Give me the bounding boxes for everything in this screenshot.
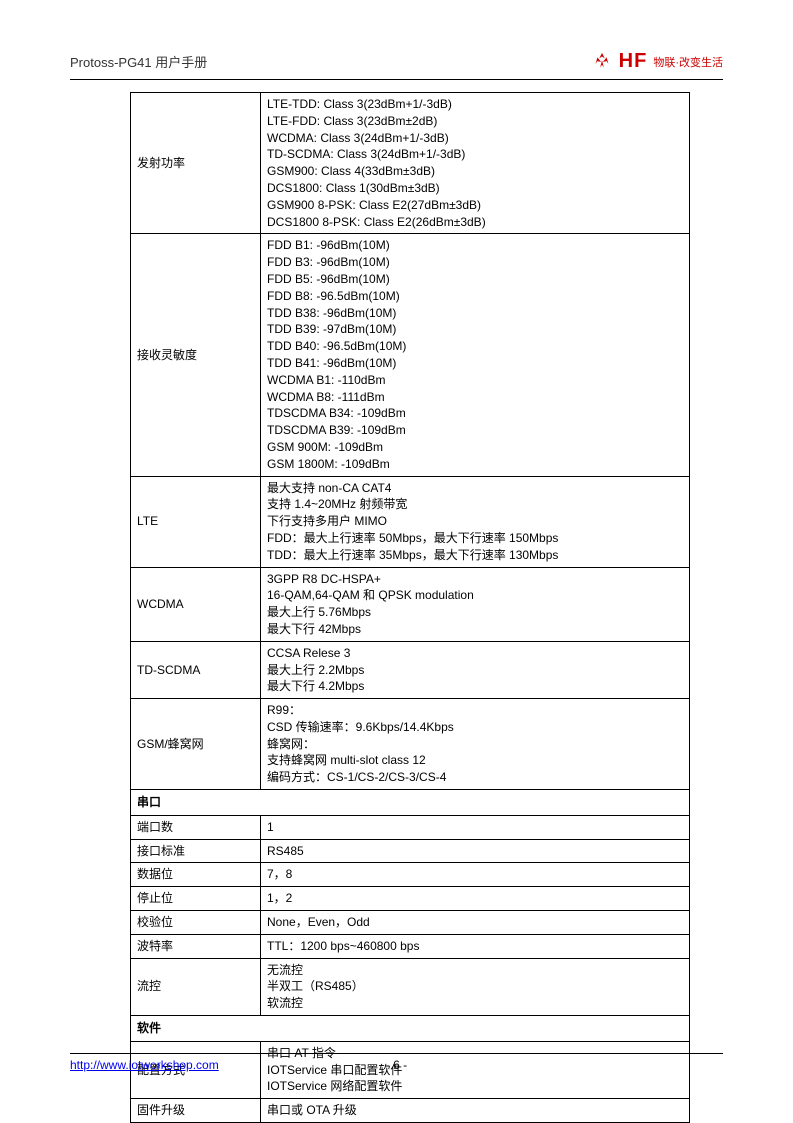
logo: HF 物联·改变生活: [591, 50, 723, 73]
spec-label: 固件升级: [131, 1099, 261, 1123]
spec-value: None，Even，Odd: [261, 911, 690, 935]
table-row: 停止位1，2: [131, 887, 690, 911]
spec-value: LTE-TDD: Class 3(23dBm+1/-3dB) LTE-FDD: …: [261, 93, 690, 234]
spec-label: 校验位: [131, 911, 261, 935]
table-row: 软件: [131, 1016, 690, 1042]
spec-value: R99： CSD 传输速率：9.6Kbps/14.4Kbps 蜂窝网： 支持蜂窝…: [261, 699, 690, 790]
table-row: GSM/蜂窝网R99： CSD 传输速率：9.6Kbps/14.4Kbps 蜂窝…: [131, 699, 690, 790]
spec-label: WCDMA: [131, 567, 261, 641]
page-header: Protoss-PG41 用户手册 HF 物联·改变生活: [70, 50, 723, 80]
table-row: 波特率TTL：1200 bps~460800 bps: [131, 934, 690, 958]
spec-label: 接收灵敏度: [131, 234, 261, 476]
spec-label: 发射功率: [131, 93, 261, 234]
spec-label: 波特率: [131, 934, 261, 958]
table-row: 端口数1: [131, 815, 690, 839]
spec-table: 发射功率LTE-TDD: Class 3(23dBm+1/-3dB) LTE-F…: [130, 92, 690, 1123]
spec-value: 最大支持 non-CA CAT4 支持 1.4~20MHz 射频带宽 下行支持多…: [261, 476, 690, 567]
section-header-cell: 软件: [131, 1016, 690, 1042]
logo-tagline: 物联·改变生活: [653, 54, 723, 70]
page-number: - 6 -: [386, 1058, 407, 1072]
spec-label: 流控: [131, 958, 261, 1015]
spec-value: 1，2: [261, 887, 690, 911]
spec-value: 3GPP R8 DC-HSPA+ 16-QAM,64-QAM 和 QPSK mo…: [261, 567, 690, 641]
spec-value: FDD B1: -96dBm(10M) FDD B3: -96dBm(10M) …: [261, 234, 690, 476]
spec-label: 停止位: [131, 887, 261, 911]
spec-value: RS485: [261, 839, 690, 863]
table-row: 数据位7，8: [131, 863, 690, 887]
document-title: Protoss-PG41 用户手册: [70, 52, 207, 71]
logo-text: HF: [619, 50, 648, 73]
spec-value: TTL：1200 bps~460800 bps: [261, 934, 690, 958]
spec-value: CCSA Relese 3 最大上行 2.2Mbps 最大下行 4.2Mbps: [261, 641, 690, 698]
spec-value: 串口或 OTA 升级: [261, 1099, 690, 1123]
spec-label: GSM/蜂窝网: [131, 699, 261, 790]
spec-label: 数据位: [131, 863, 261, 887]
spec-value: 1: [261, 815, 690, 839]
spec-value: 7，8: [261, 863, 690, 887]
section-header-cell: 串口: [131, 790, 690, 816]
footer-url[interactable]: http://www.iotworkshop.com: [70, 1058, 219, 1072]
table-row: 校验位None，Even，Odd: [131, 911, 690, 935]
leaf-icon: [591, 51, 613, 73]
table-row: 串口: [131, 790, 690, 816]
spec-label: TD-SCDMA: [131, 641, 261, 698]
table-row: WCDMA3GPP R8 DC-HSPA+ 16-QAM,64-QAM 和 QP…: [131, 567, 690, 641]
spec-value: 无流控 半双工（RS485） 软流控: [261, 958, 690, 1015]
table-row: LTE最大支持 non-CA CAT4 支持 1.4~20MHz 射频带宽 下行…: [131, 476, 690, 567]
page-footer: http://www.iotworkshop.com - 6 -: [70, 1053, 723, 1072]
table-row: 发射功率LTE-TDD: Class 3(23dBm+1/-3dB) LTE-F…: [131, 93, 690, 234]
table-row: 流控无流控 半双工（RS485） 软流控: [131, 958, 690, 1015]
table-row: 固件升级串口或 OTA 升级: [131, 1099, 690, 1123]
table-row: 接口标准RS485: [131, 839, 690, 863]
spec-label: 端口数: [131, 815, 261, 839]
spec-label: 接口标准: [131, 839, 261, 863]
table-row: 接收灵敏度FDD B1: -96dBm(10M) FDD B3: -96dBm(…: [131, 234, 690, 476]
spec-label: LTE: [131, 476, 261, 567]
table-row: TD-SCDMACCSA Relese 3 最大上行 2.2Mbps 最大下行 …: [131, 641, 690, 698]
